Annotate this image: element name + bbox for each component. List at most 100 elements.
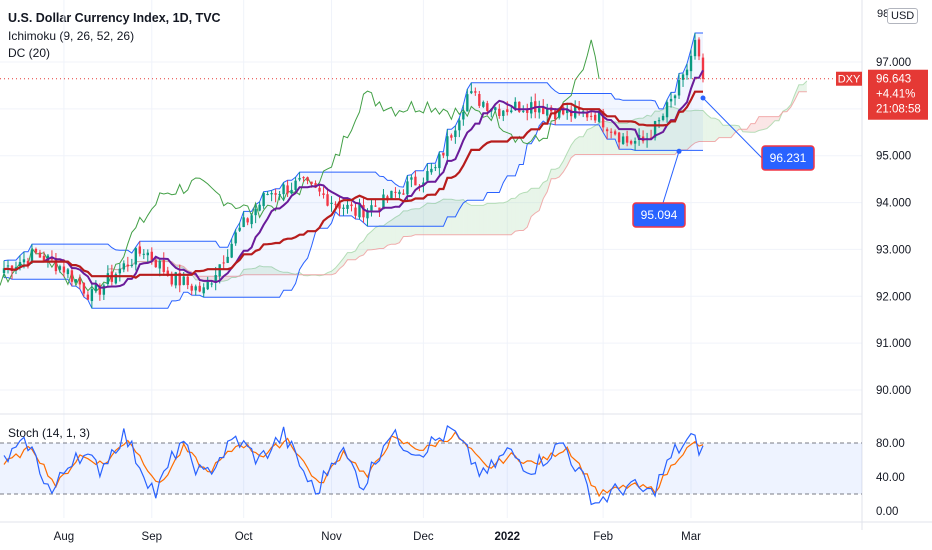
candle-body bbox=[294, 180, 297, 190]
candle-body bbox=[186, 276, 189, 286]
candle-body bbox=[358, 203, 361, 218]
candle-body bbox=[2, 268, 6, 274]
symbol-badge: DXY bbox=[838, 74, 861, 86]
candle-body bbox=[154, 259, 157, 268]
change-percent: +4.41% bbox=[876, 89, 915, 101]
cloud-segment bbox=[495, 202, 500, 235]
candle-body bbox=[617, 132, 621, 143]
cloud-segment bbox=[575, 136, 580, 155]
candle-body bbox=[226, 256, 229, 263]
callout-anchor-dot bbox=[700, 95, 706, 101]
cloud-segment bbox=[223, 276, 228, 282]
candle-body bbox=[286, 185, 289, 194]
cloud-segment bbox=[499, 202, 504, 235]
cloud-segment bbox=[758, 116, 763, 131]
cloud-segment bbox=[359, 240, 364, 257]
candle-body bbox=[689, 55, 693, 72]
cloud-segment bbox=[351, 250, 356, 260]
cloud-segment bbox=[511, 198, 516, 235]
stoch-legend[interactable]: Stoch (14, 1, 3) bbox=[8, 426, 91, 440]
candle-body bbox=[166, 270, 169, 276]
candle-body bbox=[322, 193, 325, 195]
cloud-segment bbox=[251, 268, 256, 275]
cloud-segment bbox=[243, 269, 248, 275]
candle-body bbox=[334, 203, 337, 205]
candle-body bbox=[210, 283, 213, 285]
time-tick-label: Sep bbox=[142, 531, 162, 543]
candle-body bbox=[542, 107, 545, 115]
time-tick-label: Aug bbox=[54, 531, 74, 543]
cloud-segment bbox=[455, 200, 460, 235]
cloud-segment bbox=[555, 167, 560, 179]
cloud-segment bbox=[667, 106, 672, 155]
cloud-segment bbox=[355, 243, 360, 260]
price-tick-label: 93.000 bbox=[876, 244, 911, 256]
candle-body bbox=[78, 278, 82, 285]
candle-body bbox=[102, 285, 106, 295]
last-price-value: 96.643 bbox=[876, 74, 911, 86]
cloud-segment bbox=[275, 269, 280, 275]
time-tick-label: Nov bbox=[321, 531, 342, 543]
price-tick-label: 95.000 bbox=[876, 151, 911, 163]
cloud-segment bbox=[802, 80, 807, 92]
candle-body bbox=[478, 94, 481, 106]
candle-body bbox=[270, 193, 273, 195]
candle-body bbox=[546, 109, 549, 116]
cloud-segment bbox=[263, 266, 268, 275]
candle-body bbox=[566, 109, 569, 114]
candle-body bbox=[162, 260, 165, 272]
candle-body bbox=[58, 266, 62, 270]
candle-body bbox=[86, 294, 90, 300]
cloud-segment bbox=[695, 110, 700, 143]
candle-body bbox=[390, 190, 393, 199]
cloud-segment bbox=[503, 201, 508, 235]
candle-body bbox=[130, 264, 134, 266]
candle-body bbox=[194, 286, 197, 291]
candle-body bbox=[306, 177, 309, 181]
cloud-segment bbox=[475, 205, 480, 235]
stochastic-pane: 80.00 40.00 0.00 bbox=[0, 413, 905, 518]
cloud-segment bbox=[563, 153, 568, 173]
cloud-segment bbox=[798, 84, 803, 92]
candle-body bbox=[26, 260, 30, 265]
stoch-band bbox=[0, 443, 862, 494]
donchian-legend[interactable]: DC (20) bbox=[8, 46, 51, 60]
cloud-segment bbox=[774, 116, 779, 121]
candle-body bbox=[298, 177, 301, 180]
candle-body bbox=[234, 232, 237, 244]
cloud-segment bbox=[706, 114, 711, 142]
cloud-segment bbox=[714, 118, 719, 142]
chart-title: U.S. Dollar Currency Index, 1D, TVC bbox=[8, 11, 221, 25]
candle-body bbox=[214, 275, 217, 283]
cloud-segment bbox=[623, 123, 628, 155]
candle-body bbox=[402, 193, 405, 195]
ichimoku-legend[interactable]: Ichimoku (9, 26, 52, 26) bbox=[8, 29, 135, 43]
senkou-span-a bbox=[107, 80, 808, 283]
price-tick-label: 92.000 bbox=[876, 291, 911, 303]
callout-leader bbox=[662, 151, 680, 204]
candle-body bbox=[90, 289, 94, 302]
candle-body bbox=[494, 107, 497, 111]
candle-body bbox=[446, 136, 449, 157]
candle-body bbox=[558, 108, 561, 118]
candle-body bbox=[506, 109, 509, 113]
candle-body bbox=[22, 259, 26, 263]
candle-body bbox=[502, 110, 505, 116]
grid bbox=[0, 0, 862, 518]
stoch-k-line bbox=[3, 425, 704, 506]
candle-body bbox=[522, 110, 525, 112]
candle-body bbox=[146, 252, 149, 256]
cloud-segment bbox=[710, 118, 715, 142]
candle-body bbox=[597, 110, 601, 122]
currency-badge[interactable]: USD bbox=[887, 8, 919, 24]
candle-body bbox=[665, 102, 669, 118]
candle-body bbox=[178, 272, 181, 286]
candle-body bbox=[466, 94, 469, 112]
cloud-segment bbox=[531, 188, 536, 217]
candle-body bbox=[206, 282, 209, 290]
candle-body bbox=[266, 194, 269, 196]
cloud-segment bbox=[762, 116, 767, 130]
candle-body bbox=[589, 115, 593, 117]
candle-body bbox=[262, 192, 265, 207]
